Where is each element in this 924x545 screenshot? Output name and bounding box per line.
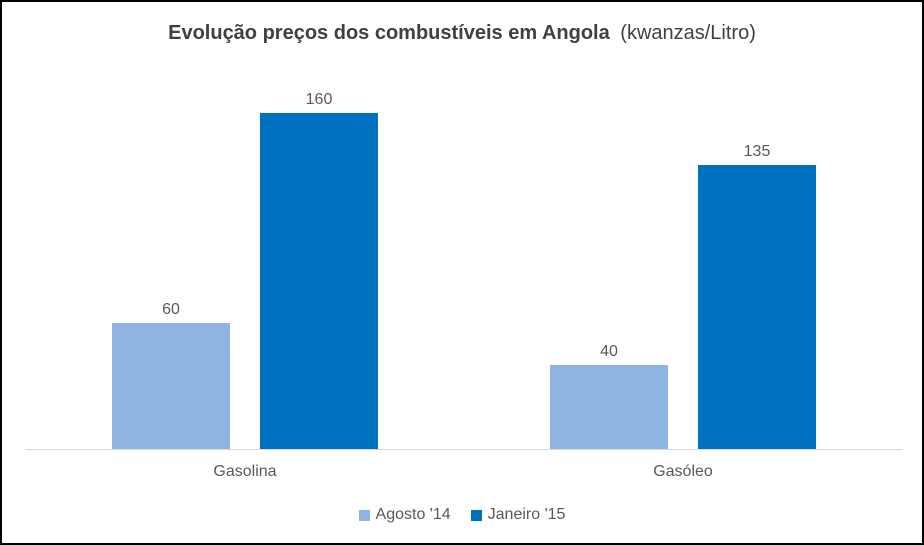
x-axis-labels: Gasolina Gasóleo [26, 461, 902, 483]
legend-swatch-agosto14 [358, 509, 370, 521]
chart-title: Evolução preços dos combustíveis em Ango… [2, 22, 922, 45]
bar-column-gasoleo-janeiro15: 135 [698, 142, 816, 449]
bar-column-gasoleo-agosto14: 40 [550, 342, 668, 449]
bar-column-gasolina-janeiro15: 160 [260, 90, 378, 449]
legend-item-agosto14[interactable]: Agosto '14 [358, 505, 451, 525]
category-label-gasoleo: Gasóleo [653, 463, 713, 480]
chart-title-unit: (kwanzas/Litro) [620, 22, 756, 44]
bar-gasolina-agosto14[interactable] [112, 323, 230, 449]
bar-gasolina-janeiro15[interactable] [260, 113, 378, 449]
legend-label-agosto14: Agosto '14 [375, 506, 451, 523]
legend: Agosto '14 Janeiro '15 [2, 505, 922, 525]
plot-area: 60 160 40 135 [26, 72, 902, 450]
legend-swatch-janeiro15 [470, 509, 482, 521]
bar-column-gasolina-agosto14: 60 [112, 300, 230, 449]
bar-group-gasoleo: 40 135 [464, 72, 902, 449]
bar-gasoleo-janeiro15[interactable] [698, 165, 816, 449]
category-label-gasolina: Gasolina [213, 463, 277, 480]
data-label-gasolina-agosto14: 60 [162, 301, 180, 318]
legend-item-janeiro15[interactable]: Janeiro '15 [470, 505, 566, 525]
data-label-gasoleo-janeiro15: 135 [743, 143, 771, 160]
data-label-gasolina-janeiro15: 160 [305, 91, 333, 108]
bar-group-gasolina: 60 160 [26, 72, 464, 449]
legend-label-janeiro15: Janeiro '15 [487, 506, 566, 523]
bar-gasoleo-agosto14[interactable] [550, 365, 668, 449]
chart-title-main: Evolução preços dos combustíveis em Ango… [168, 22, 610, 44]
data-label-gasoleo-agosto14: 40 [600, 343, 618, 360]
